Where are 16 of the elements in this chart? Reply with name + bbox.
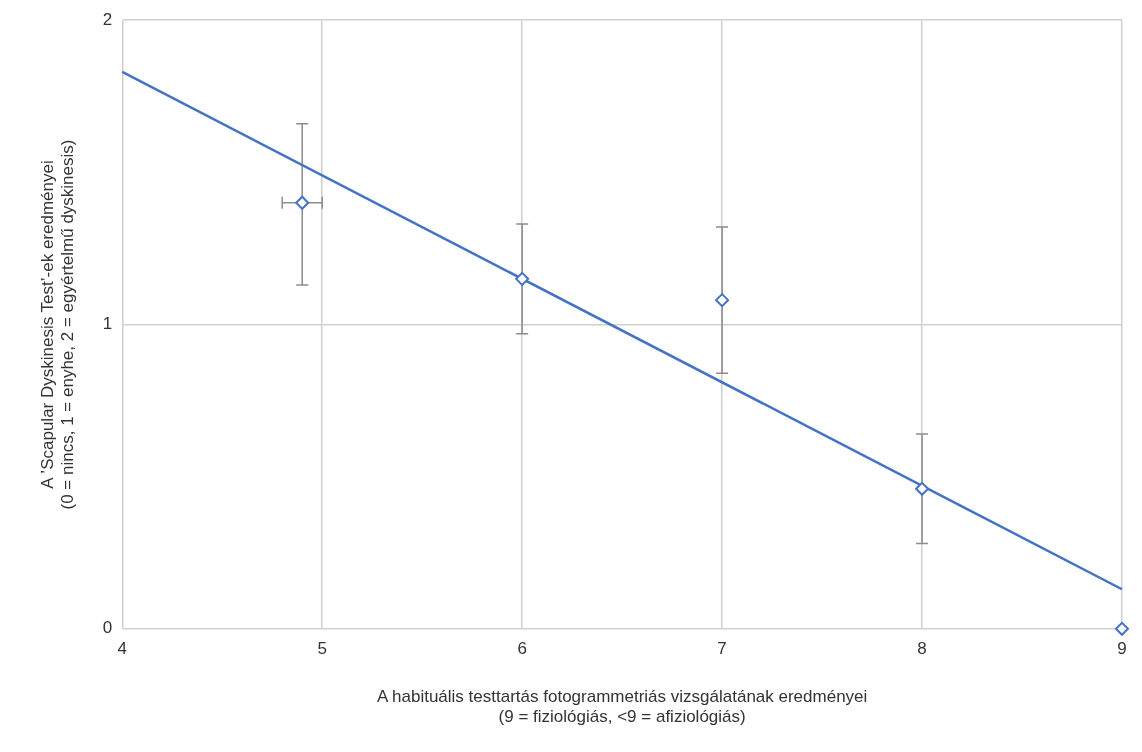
- point: [515, 271, 530, 286]
- x-tick-label: 5: [317, 638, 327, 658]
- y-tick-label: 2: [102, 9, 113, 29]
- x-tick-label: 9: [1117, 638, 1127, 658]
- y-tick-label: 1: [102, 314, 113, 334]
- x-tick-label: 4: [117, 638, 127, 658]
- x-tick-label: 7: [717, 638, 727, 658]
- point: [915, 481, 930, 496]
- point: [295, 195, 310, 210]
- y-tick-label: 0: [102, 618, 113, 638]
- y-axis-title: A ’Scapular Dyskinesis Test’-ek eredményei (0 = nincs, 1 = enyhe, 2 = egyértelmű dyskinesis): [37, 139, 78, 510]
- x-axis-title: A habituális testtartás fotogrammetriás vizsgálatának eredményei (9 = fiziológiás, <9 = afiziológiás): [376, 687, 868, 727]
- x-tick-label: 6: [517, 638, 527, 658]
- point: [1115, 621, 1129, 636]
- x-tick-label: 8: [917, 638, 927, 658]
- point: [715, 293, 730, 308]
